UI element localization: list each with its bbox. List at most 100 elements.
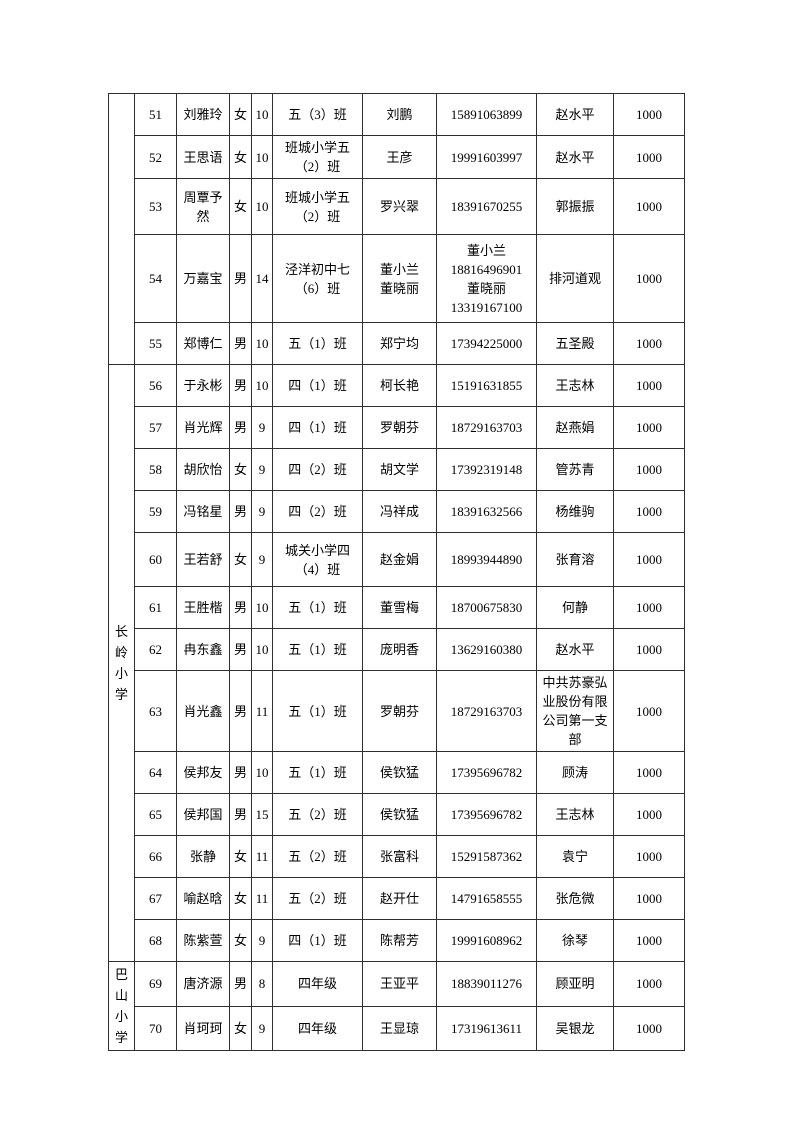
age-cell: 15 (251, 793, 273, 836)
phone-cell: 15191631855 (436, 364, 537, 407)
table-row: 66 张静女 11 五（2）班 张富科 15291587362 袁宁 1000 (109, 835, 685, 878)
class-cell: 四（1）班 (272, 364, 363, 407)
age-cell: 10 (251, 93, 273, 136)
parent-name-cell: 赵开仕 (362, 877, 437, 920)
parent-name-cell: 董雪梅 (362, 586, 437, 629)
amount-cell: 1000 (613, 670, 685, 752)
helper-name-cell: 中共苏豪弘业股份有限公司第一支部 (536, 670, 614, 752)
gender-cell: 女 (229, 178, 252, 235)
phone-cell: 15291587362 (436, 835, 537, 878)
amount-cell: 1000 (613, 793, 685, 836)
gender-cell: 女 (229, 835, 252, 878)
table-row: 55 郑博仁男 10 五（1）班 郑宁均 17394225000 五圣殿 1000 (109, 322, 685, 365)
helper-name-cell: 张育溶 (536, 532, 614, 587)
row-number-cell: 58 (134, 448, 177, 491)
amount-cell: 1000 (613, 877, 685, 920)
school-name-text: 长岭小学 (114, 624, 128, 702)
amount-cell: 1000 (613, 322, 685, 365)
phone-cell: 17395696782 (436, 751, 537, 794)
phone-cell: 18391632566 (436, 490, 537, 533)
helper-name-cell: 顾亚明 (536, 961, 614, 1007)
row-number-cell: 67 (134, 877, 177, 920)
amount-cell: 1000 (613, 751, 685, 794)
table-row: 60 王若舒女 9 城关小学四（4）班 赵金娟 18993944890 张育溶 1000 (109, 532, 685, 587)
row-number-cell: 70 (134, 1005, 177, 1051)
helper-name-cell: 郭振振 (536, 178, 614, 235)
table-row: 62 冉东鑫男 10 五（1）班 庞明香 13629160380 赵水平 1000 (109, 628, 685, 671)
amount-cell: 1000 (613, 835, 685, 878)
age-cell: 8 (251, 961, 273, 1007)
age-cell: 10 (251, 178, 273, 235)
class-cell: 四（1）班 (272, 406, 363, 449)
amount-cell: 1000 (613, 628, 685, 671)
class-cell: 五（1）班 (272, 670, 363, 752)
table-row: 长岭小学 56 于永彬男 10 四（1）班 柯长艳 15191631855 王志林 1000 (108, 364, 685, 962)
class-cell: 五（3）班 (272, 93, 363, 136)
table-row: 64 侯邦友男 10 五（1）班 侯钦猛 17395696782 顾涛 1000 (109, 751, 685, 794)
table-row: 54 万嘉宝男 14 泾洋初中七（6）班 董小兰 董晓丽 董小兰 18816496901 … (109, 234, 685, 323)
phone-cell: 15891063899 (436, 93, 537, 136)
class-cell: 五（1）班 (272, 586, 363, 629)
student-name-cell: 侯邦友 (176, 751, 230, 794)
student-name-cell: 肖光辉 (176, 406, 230, 449)
row-number-cell: 65 (134, 793, 177, 836)
phone-cell: 18729163703 (436, 670, 537, 752)
amount-cell: 1000 (613, 586, 685, 629)
amount-cell: 1000 (613, 93, 685, 136)
helper-name-cell: 徐琴 (536, 919, 614, 962)
amount-cell: 1000 (613, 1005, 685, 1051)
class-cell: 班城小学五（2）班 (272, 178, 363, 235)
row-number-cell: 59 (134, 490, 177, 533)
age-cell: 9 (251, 1005, 273, 1051)
helper-name-cell: 排河道观 (536, 234, 614, 323)
amount-cell: 1000 (613, 135, 685, 179)
row-number-cell: 61 (134, 586, 177, 629)
age-cell: 11 (251, 835, 273, 878)
student-name-cell: 于永彬 (176, 364, 230, 407)
row-number-cell: 54 (134, 234, 177, 323)
row-number-cell: 57 (134, 406, 177, 449)
age-cell: 10 (251, 628, 273, 671)
age-cell: 11 (251, 877, 273, 920)
student-name-cell: 万嘉宝 (176, 234, 230, 323)
class-cell: 四（2）班 (272, 490, 363, 533)
student-name-cell: 刘雅玲 (176, 93, 230, 136)
table-row: 52 王思语女 10 班城小学五（2）班 王彦 19991603997 赵水平 1000 (109, 135, 685, 179)
table-row: 58 胡欣怡女 9 四（2）班 胡文学 17392319148 管苏青 1000 (109, 448, 685, 491)
parent-name-cell: 王显琼 (362, 1005, 437, 1051)
helper-name-cell: 袁宁 (536, 835, 614, 878)
student-name-cell: 胡欣怡 (176, 448, 230, 491)
student-name-cell: 肖光鑫 (176, 670, 230, 752)
gender-cell: 男 (229, 234, 252, 323)
age-cell: 10 (251, 586, 273, 629)
student-name-cell: 冉东鑫 (176, 628, 230, 671)
helper-name-cell: 赵水平 (536, 628, 614, 671)
amount-cell: 1000 (613, 448, 685, 491)
table-row: 63 肖光鑫男 11 五（1）班 罗朝芬 18729163703 中共苏豪弘业股份有限公司第… (109, 670, 685, 752)
amount-cell: 1000 (613, 532, 685, 587)
parent-name-cell: 冯祥成 (362, 490, 437, 533)
parent-name-cell: 罗朝芬 (362, 406, 437, 449)
amount-cell: 1000 (613, 234, 685, 323)
helper-name-cell: 王志林 (536, 793, 614, 836)
helper-name-cell: 顾涛 (536, 751, 614, 794)
gender-cell: 男 (229, 406, 252, 449)
phone-cell: 13629160380 (436, 628, 537, 671)
student-name-cell: 喻赵晗 (176, 877, 230, 920)
gender-cell: 男 (229, 670, 252, 752)
class-cell: 四年级 (272, 961, 363, 1007)
phone-cell: 18993944890 (436, 532, 537, 587)
parent-name-cell: 罗朝芬 (362, 670, 437, 752)
class-cell: 五（1）班 (272, 322, 363, 365)
parent-name-cell: 王彦 (362, 135, 437, 179)
gender-cell: 女 (229, 135, 252, 179)
amount-cell: 1000 (613, 919, 685, 962)
class-cell: 五（1）班 (272, 628, 363, 671)
gender-cell: 女 (229, 919, 252, 962)
age-cell: 11 (251, 670, 273, 752)
gender-cell: 女 (229, 532, 252, 587)
student-name-cell: 唐济源 (176, 961, 230, 1007)
parent-name-cell: 郑宁均 (362, 322, 437, 365)
student-roster-table: 51 刘雅玲女 10 五（3）班 刘鹏 15891063899 赵水平 1000 52 王思语女 1… (108, 93, 685, 1051)
age-cell: 9 (251, 406, 273, 449)
